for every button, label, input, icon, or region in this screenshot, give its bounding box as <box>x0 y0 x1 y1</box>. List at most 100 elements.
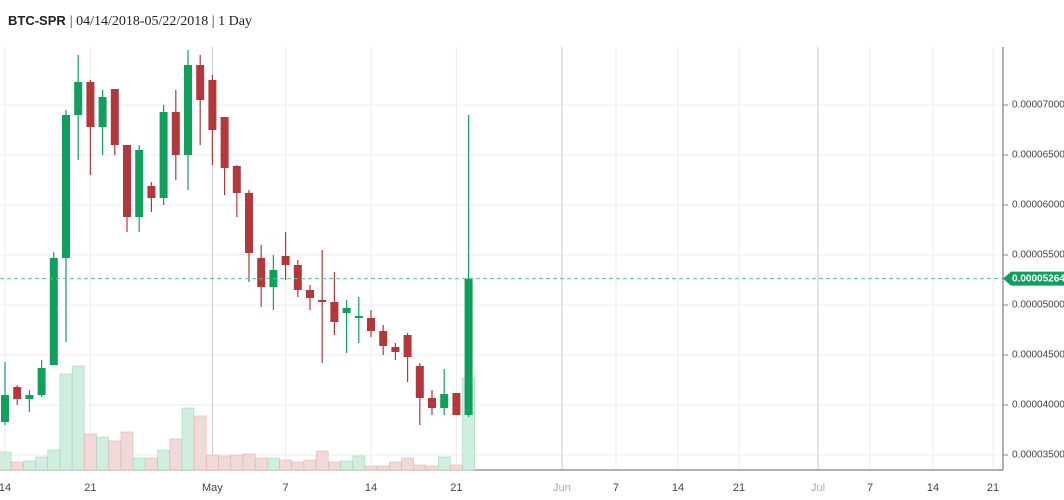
x-tick-label: Jul <box>811 482 825 494</box>
candle-body <box>440 394 449 408</box>
candle-body <box>49 258 58 365</box>
y-tick-label: 0.00005500 <box>1012 250 1064 261</box>
candle-body <box>98 97 107 127</box>
candle-body <box>196 65 205 100</box>
volume-bar <box>352 455 366 471</box>
volume-bar <box>401 457 414 471</box>
x-tick-label: 21 <box>84 482 96 494</box>
volume-bar <box>413 464 427 471</box>
volume-bar <box>169 438 183 471</box>
volume-bar <box>145 457 158 471</box>
volume-bar <box>96 436 109 471</box>
candle-body <box>208 80 217 130</box>
chart-title: BTC-SPR | 04/14/2018-05/22/2018 | 1 Day <box>8 13 252 29</box>
candle-body <box>342 308 351 313</box>
volume-bar <box>279 459 292 471</box>
volume-bar <box>0 451 12 471</box>
x-tick-label: 7 <box>283 482 289 494</box>
volume-bar <box>35 456 48 471</box>
volume-bar <box>181 407 195 471</box>
volume-bar <box>376 465 390 471</box>
volume-bar <box>425 465 439 471</box>
x-tick-label: Jun <box>553 482 571 494</box>
candle-body <box>245 193 253 253</box>
volume-bar <box>328 461 341 471</box>
x-tick-label: 14 <box>672 482 684 494</box>
candle-body <box>318 300 327 302</box>
y-tick-label: 0.00006000 <box>1012 200 1064 211</box>
candle-body <box>306 290 314 298</box>
volume-bar <box>218 455 231 471</box>
candle-body <box>367 318 375 331</box>
volume-bar <box>267 457 280 471</box>
volume-bar <box>389 461 402 471</box>
candle-body <box>86 82 95 127</box>
volume-bar <box>132 457 146 471</box>
last-price-label: 0.00005264 <box>1012 274 1064 285</box>
volume-bar <box>437 456 451 471</box>
volume-bar <box>242 453 256 471</box>
x-tick-label: 21 <box>987 482 999 494</box>
details: | 04/14/2018-05/22/2018 | 1 Day <box>70 14 252 29</box>
volume-bar <box>230 454 244 471</box>
volume-bar <box>303 459 317 471</box>
candle-body <box>171 112 180 155</box>
volume-bar <box>10 461 24 471</box>
volume-bar <box>206 454 219 471</box>
x-tick-label: May <box>202 482 223 494</box>
volume-bar <box>254 457 268 471</box>
symbol: BTC-SPR <box>8 13 66 28</box>
y-tick-label: 0.00003500 <box>1012 450 1064 461</box>
volume-bar <box>193 415 207 471</box>
volume-bar <box>291 461 305 471</box>
candle-body <box>330 302 339 322</box>
candle-body <box>1 395 9 422</box>
y-tick-label: 0.00005000 <box>1012 300 1064 311</box>
candle-body <box>135 150 144 217</box>
y-tick-label: 0.00007000 <box>1012 100 1064 111</box>
candle-body <box>13 387 22 399</box>
x-tick-label: 21 <box>733 482 745 494</box>
candle-body <box>184 65 192 155</box>
volume-bar <box>84 433 97 471</box>
volume-bar <box>108 440 122 471</box>
candle-body <box>464 278 473 415</box>
candle-body <box>62 115 70 258</box>
candle-body <box>123 145 131 217</box>
x-tick-label: 21 <box>450 482 462 494</box>
volume-bar <box>59 373 73 471</box>
candle-body <box>415 366 424 398</box>
volume-bar <box>157 449 170 471</box>
candle-body <box>281 256 290 265</box>
candle-body <box>391 347 400 352</box>
volume-bar <box>315 450 329 471</box>
candle-body <box>25 395 34 399</box>
candle-body <box>74 82 83 115</box>
volume-bar <box>71 365 85 471</box>
volume-bar <box>23 460 36 471</box>
candle-body <box>403 335 412 357</box>
candle-body <box>428 398 436 408</box>
x-tick-label: 7 <box>867 482 873 494</box>
candle-body <box>232 166 241 193</box>
candle-body <box>293 265 302 290</box>
volume-bar <box>47 449 61 471</box>
x-tick-label: 14 <box>927 482 939 494</box>
candle-body <box>220 117 229 168</box>
volume-bar <box>364 465 378 471</box>
candle-body <box>147 186 156 198</box>
x-tick-label: 14 <box>365 482 377 494</box>
y-tick-label: 0.00006500 <box>1012 150 1064 161</box>
candle-body <box>452 393 461 415</box>
candle-body <box>159 112 168 198</box>
candle-body <box>257 258 266 287</box>
y-tick-label: 0.00004000 <box>1012 400 1064 411</box>
volume-bar <box>120 431 134 471</box>
x-tick-label: 14 <box>0 482 11 494</box>
candle-body <box>379 331 388 346</box>
candle-body <box>110 89 119 145</box>
x-tick-label: 7 <box>613 482 619 494</box>
volume-bar <box>340 460 353 471</box>
last-price-tag <box>1003 271 1064 286</box>
